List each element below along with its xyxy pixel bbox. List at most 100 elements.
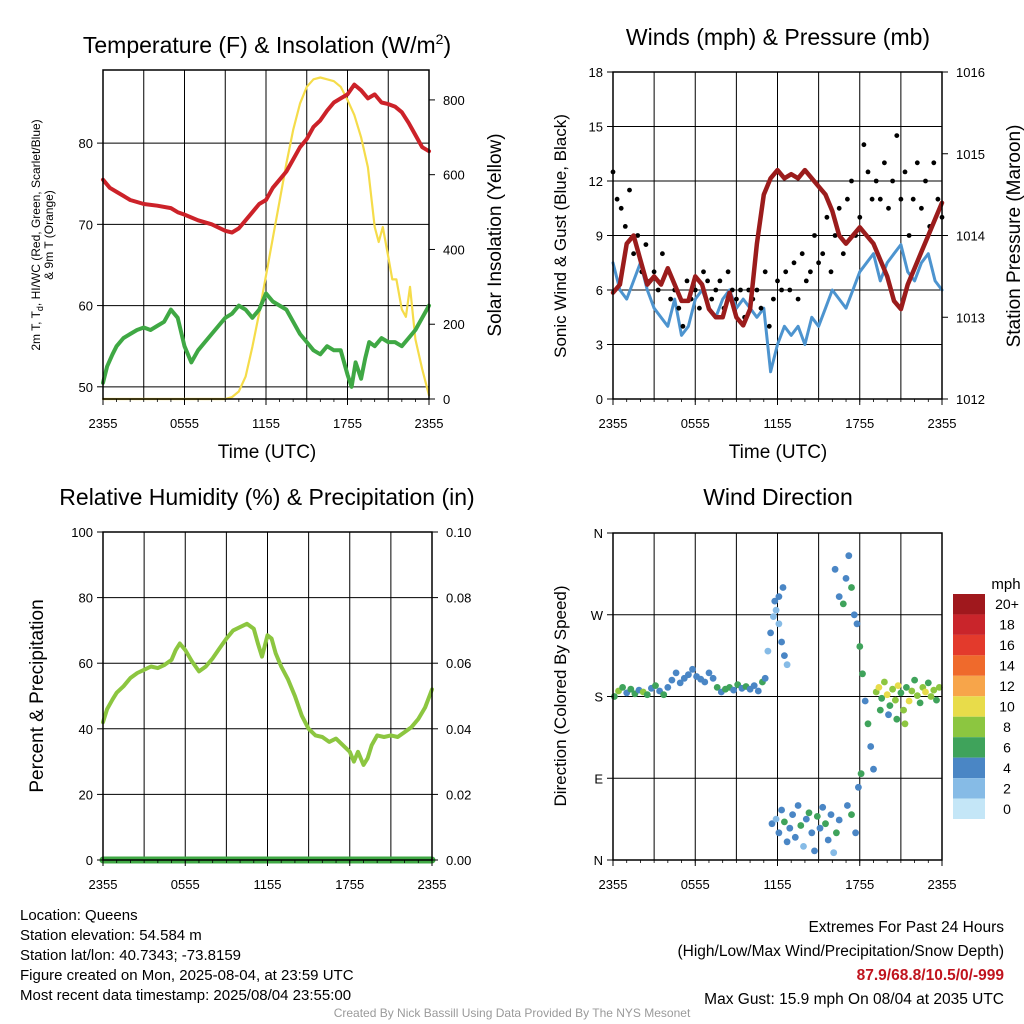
direction-point bbox=[808, 829, 816, 837]
recent-text: Most recent data timestamp: 2025/08/04 2… bbox=[20, 987, 352, 1004]
direction-point bbox=[775, 620, 783, 628]
gust-point bbox=[779, 287, 784, 293]
legend-swatch bbox=[953, 634, 985, 656]
temperature-axes: 2355 0555 1155 1755 235550607080020040060080… bbox=[79, 93, 465, 431]
gust-point bbox=[775, 278, 780, 284]
direction-point bbox=[800, 843, 807, 850]
gust-point bbox=[906, 233, 912, 238]
temperature-y-tick-label: 60 bbox=[79, 299, 93, 314]
gust-point bbox=[890, 178, 895, 184]
gust-point bbox=[762, 269, 768, 275]
legend-label: 14 bbox=[999, 658, 1015, 674]
direction-y-tick-label: S bbox=[594, 690, 603, 705]
direction-point bbox=[901, 720, 909, 728]
humidity-y-tick-label: 40 bbox=[79, 722, 93, 737]
humidity-y-label: Percent & Precipitation bbox=[27, 599, 48, 792]
legend-label: 6 bbox=[1003, 739, 1011, 755]
winds-series bbox=[610, 133, 945, 374]
latlon-text: Station lat/lon: 40.7343; -73.8159 bbox=[20, 947, 242, 964]
direction-point bbox=[889, 685, 896, 693]
direction-x-tick-label: 1155 bbox=[764, 877, 792, 892]
direction-point bbox=[767, 629, 774, 637]
humidity-y-tick-label: 80 bbox=[79, 591, 93, 606]
direction-axes: 2355 0555 1155 1755 2355 N E S W N bbox=[591, 526, 957, 892]
winds-y-tick-label: 6 bbox=[596, 283, 603, 298]
gust-point bbox=[655, 287, 661, 293]
direction-point bbox=[754, 687, 762, 695]
direction-point bbox=[789, 811, 796, 818]
extremes-info: Extremes For Past 24 Hours (High/Low/Max… bbox=[678, 916, 1005, 1012]
direction-x-tick-label: 0555 bbox=[681, 877, 710, 892]
direction-point bbox=[705, 669, 713, 677]
winds-y-right-tick-label: 1014 bbox=[956, 229, 985, 244]
gust-point bbox=[622, 224, 628, 229]
direction-point bbox=[668, 676, 676, 684]
gust-point bbox=[799, 251, 805, 257]
gust-point bbox=[832, 233, 838, 238]
direction-point bbox=[786, 824, 794, 832]
direction-point bbox=[730, 686, 737, 694]
temperature-y-right-tick-label: 0 bbox=[443, 392, 450, 407]
extremes-title: Extremes For Past 24 Hours bbox=[808, 919, 1004, 936]
gust-point bbox=[898, 196, 904, 202]
winds-y-tick-label: 3 bbox=[596, 338, 603, 353]
legend-swatch bbox=[953, 614, 985, 635]
direction-point bbox=[924, 679, 932, 687]
direction-point bbox=[781, 652, 788, 659]
direction-point bbox=[830, 849, 838, 857]
legend-label: 18 bbox=[999, 617, 1015, 633]
gust-point bbox=[758, 305, 764, 311]
gust-point bbox=[935, 196, 941, 202]
winds-x-tick-label: 0555 bbox=[681, 416, 710, 431]
direction-point bbox=[778, 806, 785, 814]
direction-point bbox=[894, 682, 902, 689]
direction-point bbox=[897, 689, 905, 697]
direction-point bbox=[775, 829, 783, 837]
pressure-line bbox=[610, 167, 945, 328]
direction-point bbox=[685, 671, 692, 679]
direction-point bbox=[864, 720, 872, 728]
temperature-title: Temperature (F) & Insolation (W/m2) bbox=[83, 31, 451, 58]
direction-x-tick-label: 2355 bbox=[599, 877, 628, 892]
gust-point bbox=[857, 214, 863, 220]
legend-title: mph bbox=[991, 576, 1020, 593]
gust-point bbox=[680, 323, 686, 329]
direction-y-tick-label: N bbox=[594, 853, 603, 868]
direction-point bbox=[881, 678, 888, 686]
gust-point bbox=[643, 242, 649, 248]
winds-x-tick-label: 2355 bbox=[599, 416, 628, 431]
direction-point bbox=[689, 665, 696, 673]
gust-point bbox=[824, 214, 830, 220]
direction-point bbox=[922, 688, 929, 696]
direction-point bbox=[811, 847, 818, 855]
direction-series bbox=[611, 552, 943, 857]
gust-point bbox=[902, 169, 908, 175]
humidity-x-tick-label: 1755 bbox=[335, 877, 364, 892]
direction-point bbox=[660, 691, 668, 699]
gust-point bbox=[631, 251, 636, 257]
direction-point bbox=[701, 678, 709, 686]
direction-point bbox=[797, 822, 805, 829]
direction-point bbox=[652, 682, 659, 689]
direction-point bbox=[876, 706, 884, 714]
temperature-y-right-label: Solar Insolation (Yellow) bbox=[485, 133, 506, 336]
legend-swatch bbox=[953, 696, 985, 717]
direction-point bbox=[831, 565, 839, 573]
legend-swatch bbox=[953, 675, 985, 697]
gust-point bbox=[849, 178, 854, 184]
gust-point bbox=[618, 205, 624, 211]
direction-point bbox=[935, 684, 943, 691]
temperature-line bbox=[101, 82, 431, 235]
gust-point bbox=[882, 160, 887, 166]
humidity-x-tick-label: 1155 bbox=[254, 877, 282, 892]
direction-point bbox=[933, 696, 940, 704]
direction-point bbox=[861, 697, 869, 705]
winds-y-tick-label: 15 bbox=[589, 120, 603, 135]
humidity-y-tick-label: 20 bbox=[79, 787, 93, 802]
humidity-y-right-tick-label: 0.08 bbox=[446, 591, 471, 606]
legend-label: 4 bbox=[1003, 760, 1011, 776]
humidity-grid bbox=[103, 531, 432, 861]
direction-point bbox=[772, 815, 780, 823]
winds-y-right-tick-label: 1016 bbox=[956, 65, 985, 80]
